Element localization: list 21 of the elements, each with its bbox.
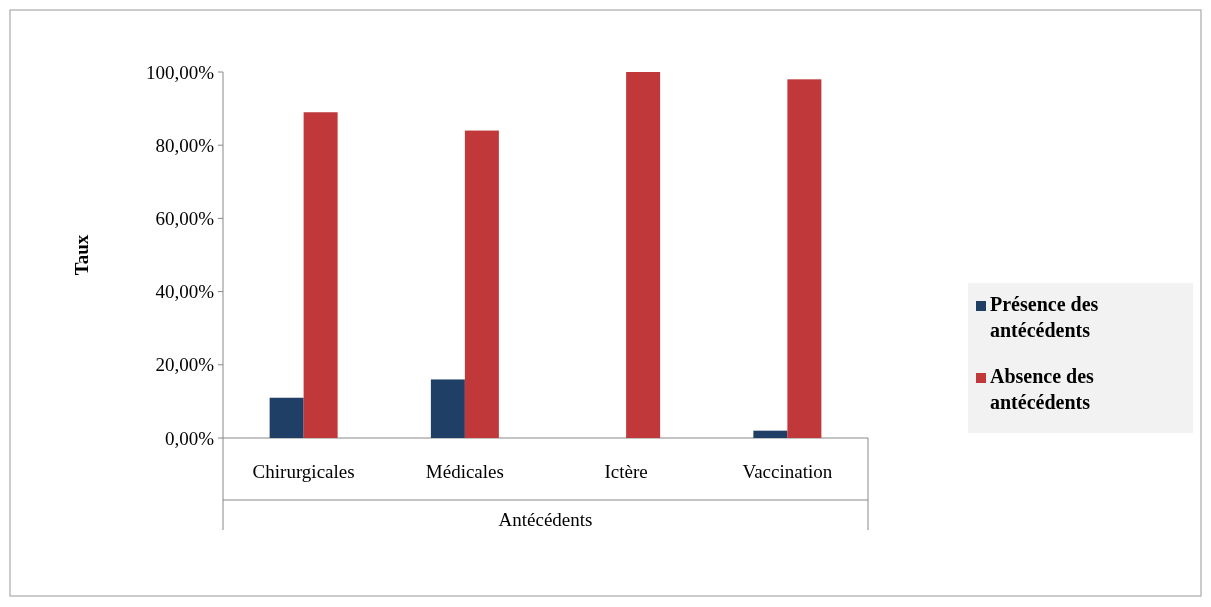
bar — [753, 430, 788, 438]
y-tick-label: 0,00% — [164, 427, 215, 449]
y-tick-label: 20,00% — [155, 354, 215, 376]
legend-label: Présence des antécédents — [990, 293, 1099, 341]
bar — [303, 112, 338, 438]
y-tick-label: 40,00% — [155, 281, 215, 303]
bar — [430, 379, 465, 438]
y-tick-label: 80,00% — [155, 134, 215, 156]
y-tick-label: 100,00% — [145, 61, 215, 83]
bar — [464, 130, 499, 438]
x-tick-label: Médicales — [425, 461, 504, 482]
x-axis-title: Antécédents — [498, 509, 593, 530]
legend-label: Absence des antécédents — [990, 365, 1095, 413]
y-axis-title: Taux — [71, 234, 92, 276]
y-tick-label: 60,00% — [155, 208, 215, 230]
x-tick-label: Vaccination — [742, 461, 833, 482]
x-tick-label: Chirurgicales — [252, 461, 355, 482]
bar — [787, 79, 822, 438]
bar — [269, 397, 304, 438]
bar — [626, 72, 661, 438]
x-tick-label: Ictère — [604, 461, 648, 482]
